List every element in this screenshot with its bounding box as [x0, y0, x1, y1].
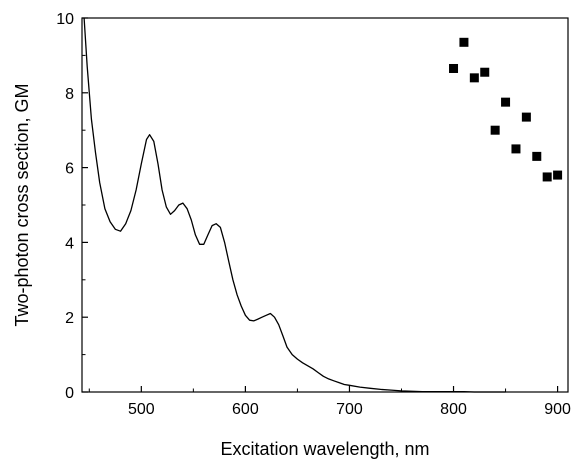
x-tick-label: 500	[128, 401, 155, 418]
x-tick-label: 700	[336, 401, 363, 418]
scatter-point	[459, 37, 469, 47]
scatter-point	[449, 63, 459, 73]
plot-frame	[81, 17, 569, 393]
scatter-point	[501, 97, 511, 107]
scatter-point	[490, 125, 500, 135]
y-tick-label: 10	[56, 11, 74, 28]
scatter-point	[542, 172, 552, 182]
x-axis-title: Excitation wavelength, nm	[220, 439, 429, 459]
scatter-point	[469, 73, 479, 83]
x-tick-label: 800	[440, 401, 467, 418]
scatter-point	[553, 170, 563, 180]
x-axis-ticks: 500 600 700 800 900	[88, 386, 571, 418]
x-tick-label: 600	[232, 401, 259, 418]
plot-area	[81, 17, 569, 393]
x-tick-label: 900	[544, 401, 571, 418]
y-tick-label: 8	[65, 86, 74, 103]
y-tick-label: 2	[65, 310, 74, 327]
y-tick-label: 4	[65, 235, 74, 252]
y-axis-title: Two-photon cross section, GM	[12, 83, 32, 326]
y-tick-label: 0	[65, 385, 74, 402]
scatter-point	[521, 112, 531, 122]
scatter-point	[532, 151, 542, 161]
series-layer	[83, 17, 563, 393]
scatter-point	[511, 144, 521, 154]
scatter-point	[480, 67, 490, 77]
y-axis-ticks: 0 2 4 6 8 10	[56, 11, 88, 402]
y-tick-label: 6	[65, 161, 74, 178]
spectrum-line	[83, 17, 506, 393]
